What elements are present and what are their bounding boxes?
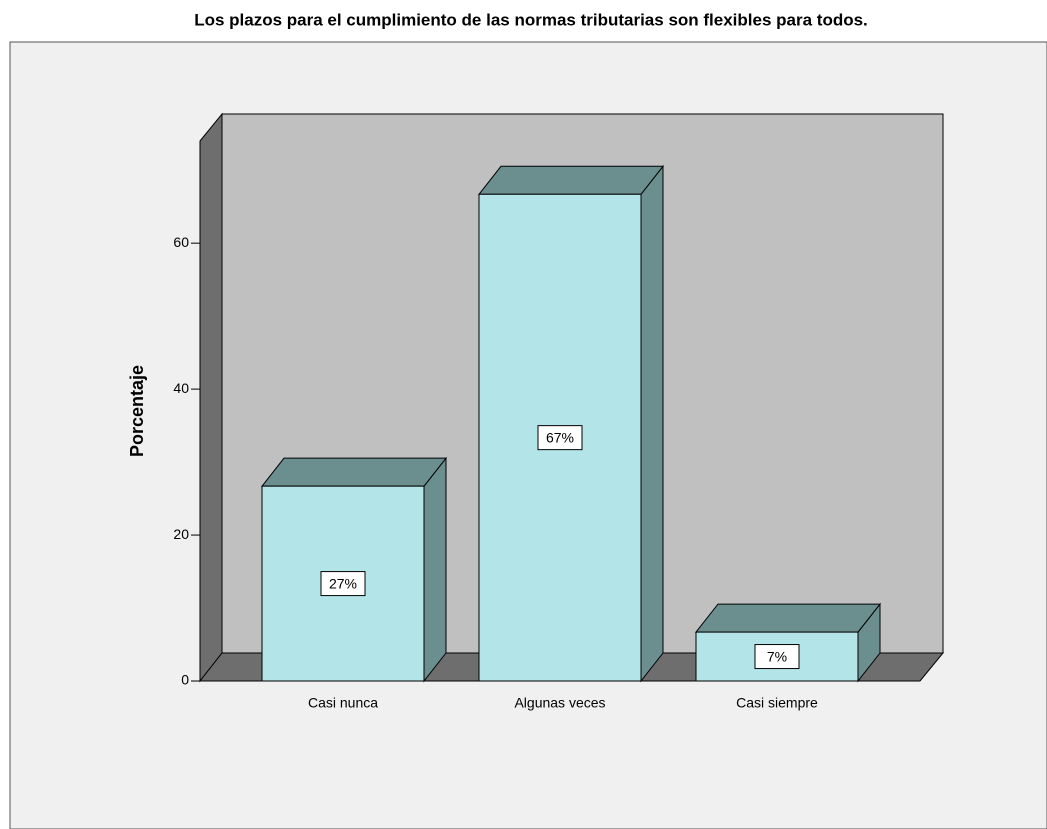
- y-tick-label: 0: [181, 672, 189, 688]
- value-label: 67%: [546, 429, 574, 445]
- chart-title: Los plazos para el cumplimiento de las n…: [194, 10, 868, 29]
- x-tick-label: Algunas veces: [514, 695, 605, 711]
- y-tick-label: 20: [173, 526, 189, 542]
- value-label-box: [537, 425, 583, 451]
- x-tick-label: Casi nunca: [308, 695, 378, 711]
- bar-side: [640, 164, 664, 683]
- value-label: 7%: [767, 648, 787, 664]
- bar-top: [260, 457, 448, 487]
- y-axis-label: Porcentaje: [127, 365, 147, 457]
- value-label-box: [320, 571, 366, 597]
- side-wall: [199, 112, 223, 683]
- x-tick-label: Casi siempre: [736, 695, 818, 711]
- y-tick-label: 60: [173, 234, 189, 250]
- bar-top: [694, 603, 882, 633]
- value-label: 27%: [329, 575, 357, 591]
- bar-side: [423, 456, 447, 683]
- bar-top: [477, 165, 665, 195]
- y-tick-label: 40: [173, 380, 189, 396]
- value-label-box: [754, 644, 800, 670]
